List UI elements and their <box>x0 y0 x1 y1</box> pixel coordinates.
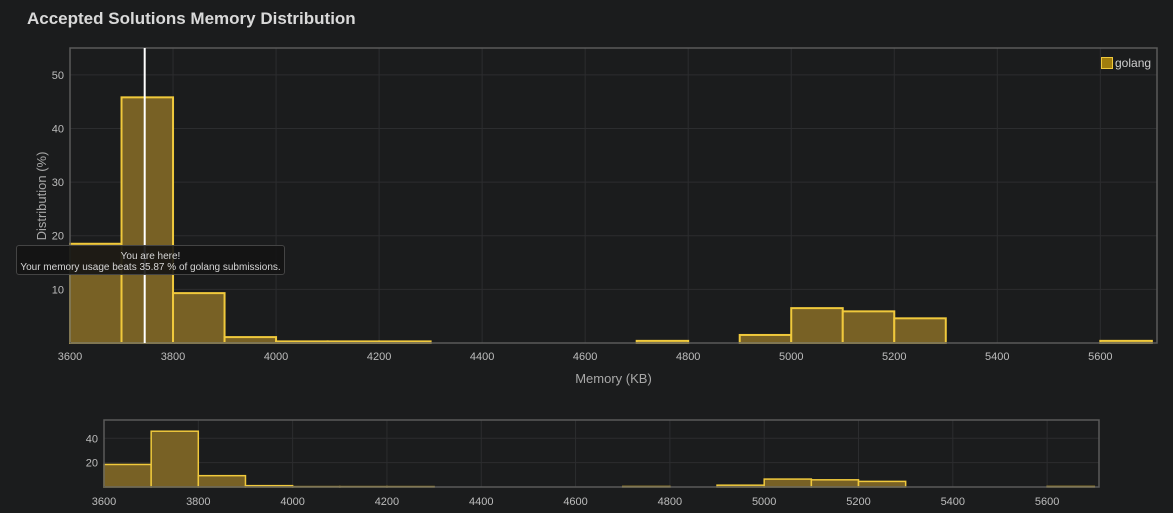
histogram-bar <box>120 96 175 344</box>
x-tick-label: 4200 <box>367 351 391 363</box>
navigator-x-tick-label: 5600 <box>1035 496 1059 508</box>
x-tick-label: 5200 <box>882 351 906 363</box>
navigator-x-tick-label: 5200 <box>846 496 870 508</box>
y-tick-label: 40 <box>52 123 64 135</box>
navigator-x-tick-label: 4800 <box>658 496 682 508</box>
histogram-bar <box>893 317 947 344</box>
tooltip: You are here! Your memory usage beats 35… <box>16 245 285 275</box>
legend[interactable]: golang <box>1101 56 1151 70</box>
navigator-histogram-bar <box>810 479 860 488</box>
x-axis-title: Memory (KB) <box>575 371 652 386</box>
navigator-histogram-bar <box>857 480 907 488</box>
navigator-x-tick-label: 3600 <box>92 496 116 508</box>
x-tick-label: 4600 <box>573 351 597 363</box>
x-tick-label: 3800 <box>161 351 185 363</box>
navigator-x-tick-label: 5000 <box>752 496 776 508</box>
y-tick-label: 30 <box>52 177 64 189</box>
tooltip-line-1: You are here! <box>120 251 181 262</box>
navigator-y-tick-label: 20 <box>86 458 98 470</box>
navigator-y-tick-label: 40 <box>86 433 98 445</box>
histogram-bar <box>172 292 226 345</box>
x-tick-label: 3600 <box>58 351 82 363</box>
x-tick-label: 5600 <box>1088 351 1112 363</box>
histogram-bar <box>738 333 793 345</box>
navigator-x-tick-label: 4200 <box>375 496 399 508</box>
y-tick-label: 10 <box>52 284 64 296</box>
plot-frame <box>69 47 1158 344</box>
navigator-x-tick-label: 4400 <box>469 496 493 508</box>
x-tick-label: 4000 <box>264 351 288 363</box>
navigator-x-tick-label: 3800 <box>186 496 210 508</box>
histogram-bar <box>223 336 278 345</box>
navigator-histogram-bar <box>103 463 152 488</box>
chart-title: Accepted Solutions Memory Distribution <box>27 9 356 28</box>
histogram-bar <box>790 307 844 344</box>
navigator-x-tick-label: 4000 <box>280 496 304 508</box>
x-tick-label: 4800 <box>676 351 700 363</box>
navigator-plot-frame <box>103 419 1100 488</box>
navigator-histogram-bar <box>763 478 813 488</box>
x-tick-label: 4400 <box>470 351 494 363</box>
x-tick-label: 5400 <box>985 351 1009 363</box>
legend-swatch <box>1101 57 1113 69</box>
navigator-x-tick-label: 5400 <box>941 496 965 508</box>
navigator-histogram-bar <box>150 430 200 488</box>
tooltip-line-2: Your memory usage beats 35.87 % of golan… <box>20 262 281 273</box>
y-tick-label: 50 <box>52 70 64 82</box>
legend-label: golang <box>1115 56 1152 70</box>
navigator-x-tick-label: 4600 <box>563 496 587 508</box>
x-tick-label: 5000 <box>779 351 803 363</box>
histogram-bar <box>841 310 896 345</box>
y-tick-label: 20 <box>52 231 64 243</box>
navigator-histogram-bar <box>197 474 247 488</box>
y-axis-title: Distribution (%) <box>34 152 49 241</box>
